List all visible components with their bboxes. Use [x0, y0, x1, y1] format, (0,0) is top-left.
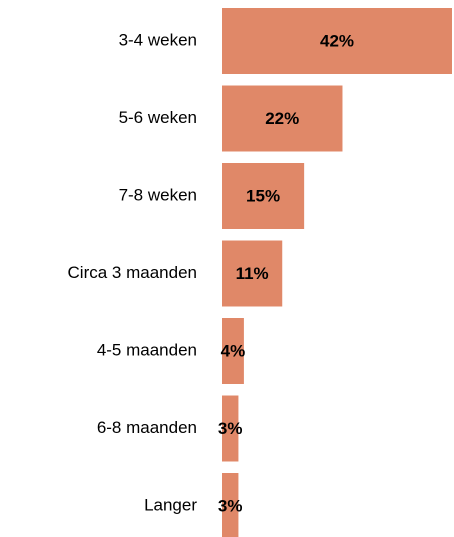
value-label: 42%: [320, 31, 354, 50]
bar: [222, 85, 343, 152]
bar: [222, 318, 244, 384]
value-label: 22%: [265, 109, 299, 128]
value-label: 3%: [218, 496, 243, 515]
value-label: 15%: [246, 186, 280, 205]
bar: [222, 163, 305, 229]
category-label: Circa 3 maanden: [68, 263, 197, 282]
category-label: 5-6 weken: [119, 108, 197, 127]
value-label: 3%: [218, 419, 243, 438]
bar: [222, 8, 452, 74]
bar: [222, 240, 283, 307]
value-label: 11%: [236, 264, 269, 283]
bar: [222, 395, 239, 462]
category-label: 7-8 weken: [119, 185, 197, 204]
category-label: 6-8 maanden: [97, 418, 197, 437]
bar: [222, 473, 239, 537]
category-label: 3-4 weken: [119, 30, 197, 49]
category-label: Langer: [144, 495, 197, 514]
category-label: 4-5 maanden: [97, 340, 197, 359]
value-label: 4%: [221, 341, 246, 360]
